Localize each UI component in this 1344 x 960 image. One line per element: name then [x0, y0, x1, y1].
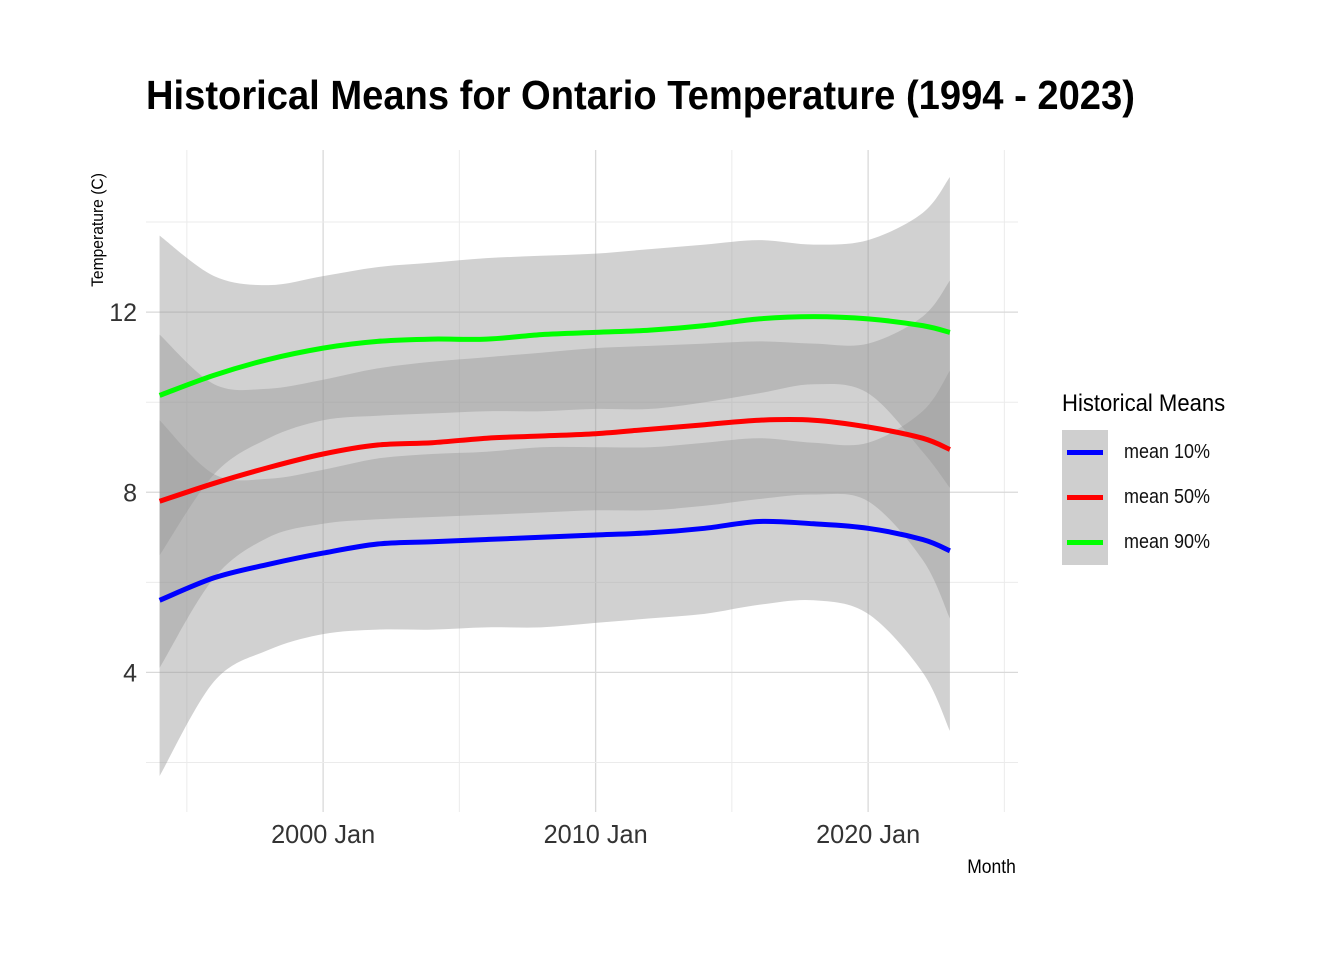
- y-tick-label: 12: [109, 299, 137, 327]
- series-line: [158, 417, 951, 504]
- x-axis-label: Month: [967, 857, 1016, 878]
- tick-labels: 2000 Jan 2010 Jan 2020 Jan 4 8 12: [109, 299, 920, 849]
- y-tick-label: 8: [123, 479, 137, 507]
- series-line: [158, 314, 951, 398]
- series-line: [158, 518, 951, 603]
- confidence-band: [159, 177, 950, 556]
- x-tick-label: 2000 Jan: [271, 819, 375, 849]
- legend-item: mean 50%: [1062, 475, 1239, 520]
- confidence-band: [159, 370, 950, 776]
- series-lines: [158, 314, 951, 603]
- legend: Historical Means mean 10% mean 50% mean 90…: [1062, 390, 1239, 565]
- grid-lines: [146, 150, 1018, 812]
- chart-title: Historical Means for Ontario Temperature…: [146, 72, 1135, 118]
- legend-item: mean 90%: [1062, 520, 1239, 565]
- x-tick-label: 2010 Jan: [544, 819, 648, 849]
- legend-swatch: [1067, 495, 1103, 500]
- legend-label: mean 90%: [1124, 531, 1211, 553]
- legend-items: mean 10% mean 50% mean 90%: [1062, 430, 1239, 565]
- confidence-bands: [159, 177, 950, 776]
- legend-swatch: [1067, 540, 1103, 545]
- legend-key: [1062, 430, 1108, 475]
- confidence-band: [159, 280, 950, 668]
- legend-title: Historical Means: [1062, 390, 1226, 417]
- y-tick-label: 4: [123, 659, 137, 687]
- legend-label: mean 10%: [1124, 441, 1211, 463]
- legend-key: [1062, 520, 1108, 565]
- x-tick-label: 2020 Jan: [816, 819, 920, 849]
- legend-label: mean 50%: [1124, 486, 1211, 508]
- legend-swatch: [1067, 450, 1103, 455]
- legend-key: [1062, 475, 1108, 520]
- legend-item: mean 10%: [1062, 430, 1239, 475]
